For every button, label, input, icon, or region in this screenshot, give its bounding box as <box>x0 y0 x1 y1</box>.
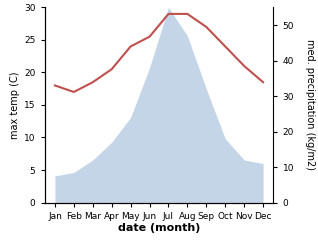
X-axis label: date (month): date (month) <box>118 223 200 233</box>
Y-axis label: med. precipitation (kg/m2): med. precipitation (kg/m2) <box>305 40 315 170</box>
Y-axis label: max temp (C): max temp (C) <box>10 71 20 139</box>
